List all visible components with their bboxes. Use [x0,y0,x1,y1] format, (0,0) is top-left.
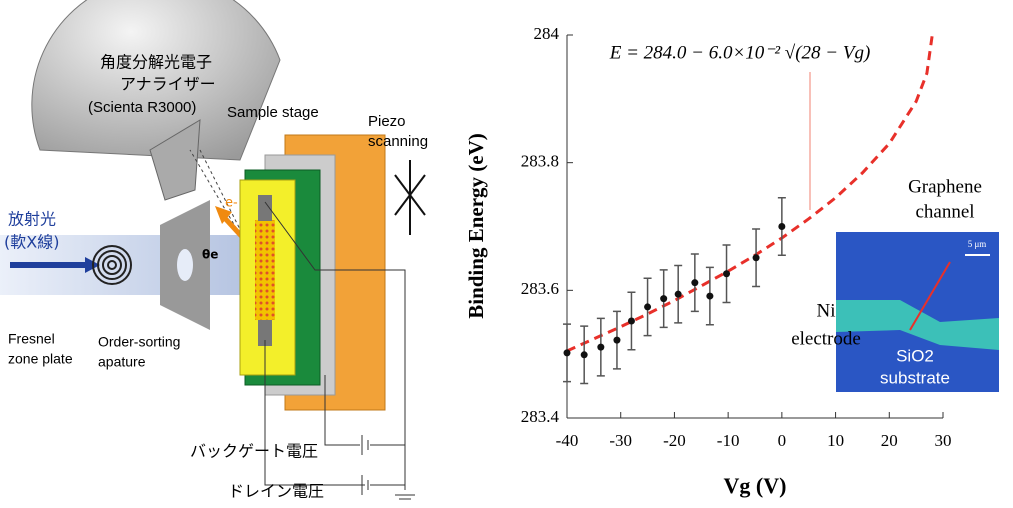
data-point [644,303,652,311]
stage-label: Sample stage [227,104,319,121]
fresnel-label: Fresnel [8,331,55,347]
piezo-arrows [394,160,426,235]
fit-curve [566,34,934,353]
inset-pointer [909,261,951,331]
y-tick-label: 283.6 [521,279,559,298]
schematic: 角度分解光電子 アナライザー (Scienta R3000) Sample st… [0,0,428,501]
data-point [752,254,760,262]
data-point [778,223,786,230]
fit-formula: E = 284.0 − 6.0×10⁻² √(28 − Vg) [609,42,871,63]
electrode-top [258,195,272,221]
theta-label: θe [202,248,218,262]
y-axis-label: Binding Energy (eV) [464,133,488,319]
x-tick-label: -10 [717,431,740,450]
electron-arrow-head [215,206,232,224]
data-point [613,336,621,344]
y-tick-label: 283.4 [521,407,560,426]
backgate-label: バックゲート電圧 [190,442,318,461]
analyzer-label: 角度分解光電子 [100,53,212,72]
electron-label: e- [225,196,238,211]
piezo-label: Piezo [368,113,406,130]
x-axis-label: Vg (V) [724,473,787,498]
x-tick-label: 30 [935,431,952,450]
radiation-label: (軟X線) [4,233,59,252]
x-tick-label: -30 [609,431,632,450]
drain-label: ドレイン電圧 [228,482,324,501]
x-tick-label: 0 [778,431,787,450]
x-tick-label: -20 [663,431,686,450]
y-tick-label: 284 [534,24,560,43]
y-tick-label: 283.8 [521,152,559,171]
sample [255,220,275,320]
data-point [597,343,605,351]
osa-label: apature [98,354,146,370]
inset-label: substrate [880,368,950,387]
x-tick-label: 20 [881,431,898,450]
analyzer-label: アナライザー [120,75,216,94]
x-tick-label: -40 [556,431,579,450]
radiation-label: 放射光 [8,210,56,229]
osa-label: Order-sorting [98,334,180,350]
emission-lines [189,149,259,266]
inset-label: channel [915,201,974,222]
data-point [691,279,699,287]
data-point [706,292,714,300]
analyzer-dome [31,0,281,161]
aperture-hole [177,249,193,281]
inset-label: SiO2 [896,346,934,365]
data-point [580,351,588,359]
inset-label: Ni [817,300,836,321]
inset-label: Graphene [908,176,982,197]
analyzer-label: (Scienta R3000) [88,99,196,116]
data-point [674,290,682,298]
analyzer-nozzle [149,119,201,201]
x-tick-label: 10 [827,431,844,450]
inset-label: electrode [791,328,861,349]
zone-plate [92,245,132,285]
piezo-label: scanning [368,133,428,150]
inset-electrode [836,300,999,350]
data-point [660,295,668,303]
wiring [264,201,415,500]
electrode-bottom [258,320,272,346]
fresnel-label: zone plate [8,351,73,367]
data-point [723,270,731,278]
inset-scale: 5 μm [968,239,987,249]
data-point [563,349,571,357]
plot: 283.4 283.6 283.8 284 -40 -30 -20 -10 0 10 20 30 [521,24,952,450]
inset: 5 μm Graphene channel Ni electrode SiO2 … [791,176,999,392]
data-point [627,317,635,325]
